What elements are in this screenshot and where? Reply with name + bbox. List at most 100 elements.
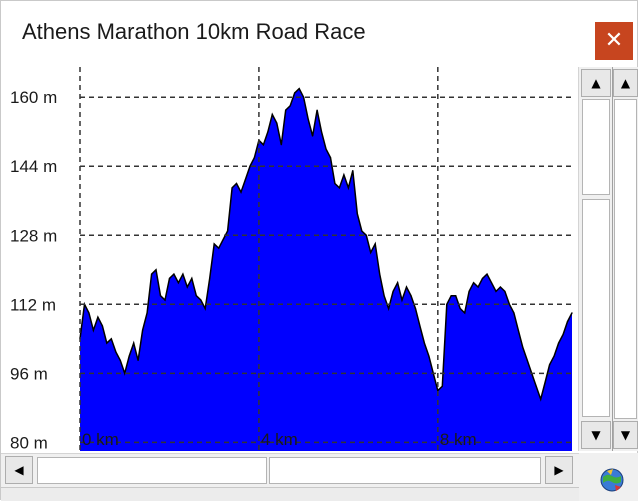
close-button[interactable]: ✕ (595, 22, 633, 60)
outer-scroll-down-button[interactable]: ▼ (613, 421, 638, 449)
x-tick-label: 0 km (82, 430, 119, 449)
elevation-point (106, 342, 108, 344)
elevation-point (459, 308, 461, 310)
elevation-point (392, 290, 394, 292)
y-tick-label: 112 m (10, 295, 56, 314)
elevation-point (222, 239, 224, 241)
elevation-point (388, 308, 390, 310)
elevation-point (177, 282, 179, 284)
outer-vertical-scrollbar[interactable]: ▲ ▼ (612, 67, 638, 451)
elevation-point (213, 243, 215, 245)
elevation-point (495, 290, 497, 292)
elevation-point (455, 295, 457, 297)
horizontal-scrollbar[interactable]: ◀ ▶ (1, 453, 579, 487)
elevation-point (253, 157, 255, 159)
label-layer: 160 m 144 m 128 m 112 m 96 m 80 m 0 km 4 km 8 km (10, 88, 477, 452)
elevation-chart: 160 m 144 m 128 m 112 m 96 m 80 m 0 km 4 km 8 km (8, 67, 576, 452)
arrow-up-icon: ▲ (620, 76, 631, 90)
scroll-left-button[interactable]: ◀ (5, 456, 33, 484)
x-tick-label: 8 km (440, 430, 477, 449)
outer-scroll-up-button[interactable]: ▲ (613, 69, 638, 97)
y-tick-label: 80 m (10, 433, 48, 451)
elevation-point (446, 303, 448, 305)
elevation-point (164, 299, 166, 301)
elevation-point (146, 312, 148, 314)
elevation-point (343, 174, 345, 176)
elevation-point (549, 364, 551, 366)
elevation-point (370, 251, 372, 254)
elevation-point (477, 286, 479, 288)
elevation-point (168, 277, 171, 279)
x-tick-label: 4 km (261, 430, 298, 449)
scroll-up-button[interactable]: ▲ (581, 69, 611, 97)
elevation-point (540, 398, 542, 400)
elevation-point (137, 359, 139, 361)
elevation-point (401, 299, 403, 301)
elevation-point (428, 355, 430, 357)
elevation-point (441, 385, 443, 387)
elevation-point (405, 286, 408, 288)
elevation-point (473, 282, 475, 284)
globe-icon[interactable] (599, 467, 625, 493)
elevation-point (92, 329, 94, 331)
elevation-point (280, 144, 282, 146)
elevation-point (423, 342, 425, 344)
elevation-point (397, 282, 399, 284)
arrow-left-icon: ◀ (14, 463, 24, 477)
elevation-point (481, 277, 484, 279)
elevation-point (294, 92, 296, 94)
elevation-point (204, 308, 206, 310)
status-strip (1, 487, 579, 501)
elevation-point (513, 312, 515, 314)
elevation-point (508, 303, 510, 305)
elevation-point (312, 135, 314, 137)
elevation-point (383, 295, 385, 297)
elevation-area-series-0 (80, 88, 572, 451)
elevation-point (522, 346, 524, 348)
elevation-point (159, 295, 162, 297)
elevation-point (115, 351, 117, 353)
elevation-point (303, 96, 305, 98)
outer-scroll-thumb[interactable] (614, 99, 637, 419)
window-title: Athens Marathon 10km Road Race (22, 19, 366, 44)
scroll-thumb-lower[interactable] (582, 199, 610, 417)
elevation-point (276, 122, 278, 124)
elevation-point (338, 187, 340, 189)
elevation-point (374, 243, 376, 245)
arrow-down-icon: ▼ (591, 428, 601, 442)
hscroll-thumb-left[interactable] (37, 457, 267, 484)
scroll-down-button[interactable]: ▼ (581, 421, 611, 449)
elevation-point (356, 213, 358, 215)
y-tick-label: 160 m (10, 88, 57, 107)
elevation-point (379, 273, 381, 275)
scroll-right-button[interactable]: ▶ (545, 456, 573, 484)
title-bar: Athens Marathon 10km Road Race ✕ (1, 1, 637, 67)
elevation-point (517, 329, 519, 331)
elevation-point (173, 273, 175, 275)
elevation-point (101, 325, 103, 327)
elevation-point (571, 312, 573, 314)
elevation-point (347, 187, 349, 189)
elevation-point (209, 277, 211, 279)
elevation-chart-svg: 160 m 144 m 128 m 112 m 96 m 80 m 0 km 4 km 8 km (8, 67, 576, 452)
vertical-scrollbar[interactable]: ▲ ▼ (578, 67, 612, 451)
elevation-point (218, 247, 220, 249)
elevation-point (249, 165, 251, 167)
elevation-point (267, 131, 269, 133)
elevation-point (227, 230, 229, 232)
elevation-point (285, 109, 287, 111)
close-icon: ✕ (604, 28, 624, 53)
elevation-point (97, 316, 99, 318)
elevation-point (365, 234, 367, 236)
arrow-down-icon: ▼ (620, 428, 631, 442)
elevation-point (352, 170, 354, 172)
elevation-point (240, 191, 242, 193)
scroll-thumb-upper[interactable] (582, 99, 610, 195)
elevation-point (307, 118, 309, 120)
elevation-point (490, 282, 493, 284)
elevation-point (316, 109, 318, 111)
elevation-point (298, 88, 300, 90)
elevation-point (155, 269, 157, 271)
y-tick-label: 128 m (10, 226, 57, 245)
hscroll-thumb-right[interactable] (269, 457, 541, 484)
